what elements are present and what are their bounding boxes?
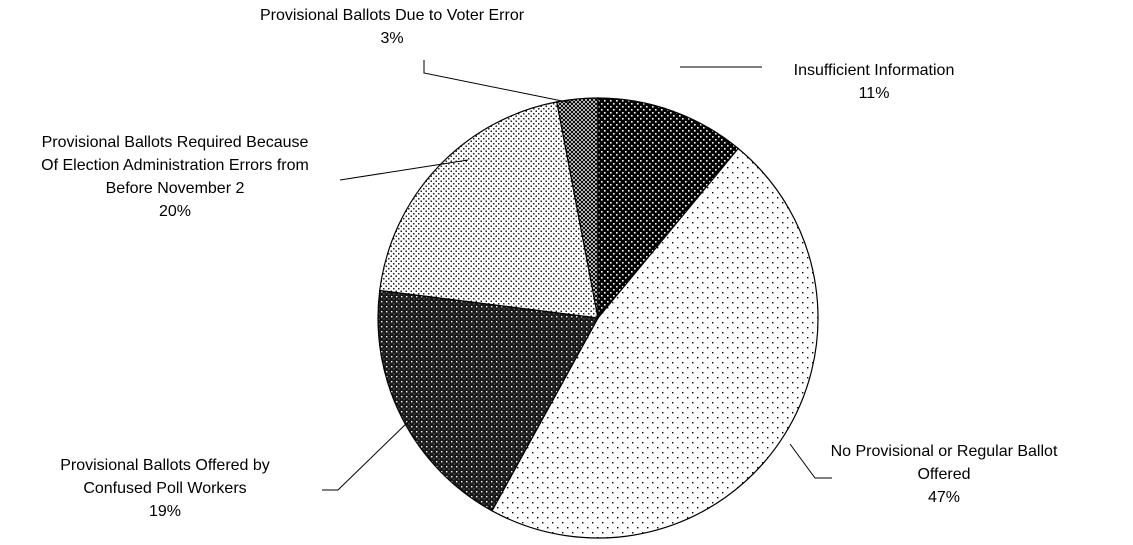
- slice-label: Provisional Ballots Offered by Confused P…: [60, 457, 270, 520]
- slice-percent: 20%: [159, 203, 191, 220]
- slice-label-line: Provisional Ballots Offered by: [60, 457, 270, 474]
- slice-label: Provisional Ballots Required Because Of E…: [41, 134, 309, 220]
- slice-percent: 47%: [928, 489, 960, 506]
- slice-label-line: Insufficient Information: [794, 62, 955, 79]
- slice-label-line: Provisional Ballots Due to Voter Error: [260, 7, 525, 24]
- slice-label-line: Of Election Administration Errors from: [41, 157, 309, 174]
- slice-label-line: Before November 2: [106, 180, 245, 197]
- slice-label-line: Confused Poll Workers: [83, 480, 246, 497]
- leader-line: [424, 60, 572, 103]
- slice-label-line: Provisional Ballots Required Because: [42, 134, 309, 151]
- slice-percent: 3%: [380, 30, 403, 47]
- slice-percent: 11%: [859, 85, 890, 102]
- slice-label: Insufficient Information 11%: [794, 62, 955, 102]
- leader-line: [790, 444, 832, 478]
- slice-label: No Provisional or Regular Ballot Offered 4…: [831, 443, 1058, 506]
- slice-label: Provisional Ballots Due to Voter Error 3%: [260, 7, 525, 47]
- slice-label-line: No Provisional or Regular Ballot: [831, 443, 1058, 460]
- slice-label-line: Offered: [917, 466, 970, 483]
- slice-percent: 19%: [149, 503, 181, 520]
- leader-line: [322, 420, 410, 490]
